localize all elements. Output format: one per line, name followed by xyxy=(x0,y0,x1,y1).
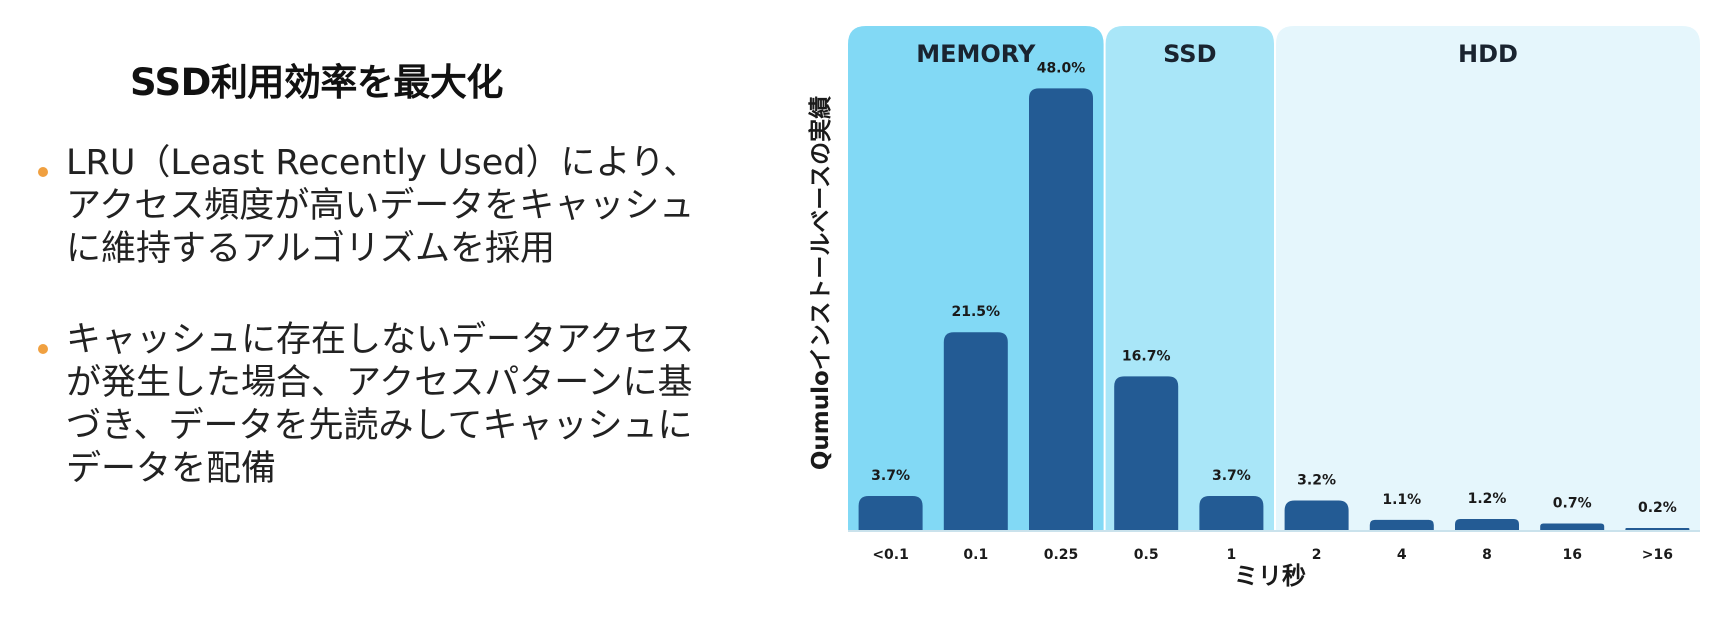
bullet-text: キャッシュに存在しないデータアクセスが発生した場合、アクセスパターンに基づき、デ… xyxy=(66,320,695,489)
bullet-item: キャッシュに存在しないデータアクセスが発生した場合、アクセスパターンに基づき、デ… xyxy=(30,319,694,491)
x-tick-label: >16 xyxy=(1642,547,1673,563)
x-tick-label: 8 xyxy=(1482,547,1492,563)
data-label: 21.5% xyxy=(952,304,1001,320)
bar xyxy=(1114,376,1179,530)
y-axis-title: Qumuloインストールベースの実績 xyxy=(807,96,834,470)
x-tick-label: <0.1 xyxy=(872,547,909,563)
data-label: 3.2% xyxy=(1297,473,1336,489)
bar xyxy=(1625,528,1690,530)
bullet-dot-icon xyxy=(38,167,48,177)
x-tick-label: 16 xyxy=(1562,547,1581,563)
data-label: 3.7% xyxy=(1212,468,1251,484)
bullet-list: LRU（Least Recently Used）により、アクセス頻度が高いデータ… xyxy=(30,142,698,539)
bar xyxy=(1199,495,1264,530)
data-label: 16.7% xyxy=(1122,348,1171,364)
region-label-ssd: SSD xyxy=(1163,40,1216,68)
data-label: 0.2% xyxy=(1638,500,1677,516)
x-tick-label: 4 xyxy=(1397,547,1407,563)
region-background-hdd xyxy=(1276,26,1700,530)
data-label: 3.7% xyxy=(871,468,910,484)
bullet-dot-icon xyxy=(38,344,48,354)
data-label: 0.7% xyxy=(1553,496,1592,512)
region-label-memory: MEMORY xyxy=(916,40,1036,68)
x-axis-title: ミリ秒 xyxy=(1234,562,1306,590)
bar xyxy=(943,332,1008,530)
data-label: 1.2% xyxy=(1468,491,1507,507)
data-label: 1.1% xyxy=(1382,492,1421,508)
slide-title: SSD利用効率を最大化 xyxy=(130,61,503,104)
x-tick-label: 0.5 xyxy=(1134,547,1159,563)
x-tick-label: 2 xyxy=(1312,547,1322,563)
x-tick-label: 0.25 xyxy=(1044,547,1079,563)
bar xyxy=(1455,518,1519,530)
bar xyxy=(1369,519,1434,530)
x-tick-label: 0.1 xyxy=(963,547,988,563)
bar xyxy=(1029,88,1093,531)
region-label-hdd: HDD xyxy=(1458,40,1518,68)
bullet-text: LRU（Least Recently Used）により、アクセス頻度が高いデータ… xyxy=(66,143,699,269)
x-tick-label: 1 xyxy=(1227,547,1237,563)
bar xyxy=(1284,500,1349,530)
bullet-item: LRU（Least Recently Used）により、アクセス頻度が高いデータ… xyxy=(30,142,698,271)
bar xyxy=(1540,523,1605,530)
data-label: 48.0% xyxy=(1037,60,1086,76)
bar xyxy=(858,495,923,530)
